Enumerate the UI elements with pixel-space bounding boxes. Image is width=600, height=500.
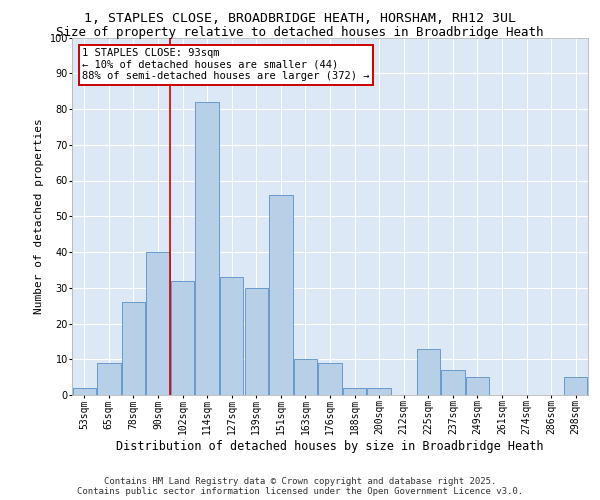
Bar	[122, 302, 145, 395]
Bar	[220, 277, 244, 395]
Bar	[441, 370, 464, 395]
X-axis label: Distribution of detached houses by size in Broadbridge Heath: Distribution of detached houses by size …	[116, 440, 544, 453]
Text: Contains HM Land Registry data © Crown copyright and database right 2025.
Contai: Contains HM Land Registry data © Crown c…	[77, 476, 523, 496]
Bar	[564, 377, 587, 395]
Text: 1 STAPLES CLOSE: 93sqm
← 10% of detached houses are smaller (44)
88% of semi-det: 1 STAPLES CLOSE: 93sqm ← 10% of detached…	[82, 48, 370, 82]
Bar	[146, 252, 170, 395]
Bar	[269, 195, 293, 395]
Bar	[343, 388, 366, 395]
Bar	[319, 363, 341, 395]
Text: 1, STAPLES CLOSE, BROADBRIDGE HEATH, HORSHAM, RH12 3UL: 1, STAPLES CLOSE, BROADBRIDGE HEATH, HOR…	[84, 12, 516, 26]
Bar	[294, 359, 317, 395]
Bar	[171, 280, 194, 395]
Bar	[97, 363, 121, 395]
Bar	[73, 388, 96, 395]
Bar	[367, 388, 391, 395]
Text: Size of property relative to detached houses in Broadbridge Heath: Size of property relative to detached ho…	[56, 26, 544, 39]
Bar	[245, 288, 268, 395]
Y-axis label: Number of detached properties: Number of detached properties	[34, 118, 44, 314]
Bar	[416, 348, 440, 395]
Bar	[196, 102, 219, 395]
Bar	[466, 377, 489, 395]
